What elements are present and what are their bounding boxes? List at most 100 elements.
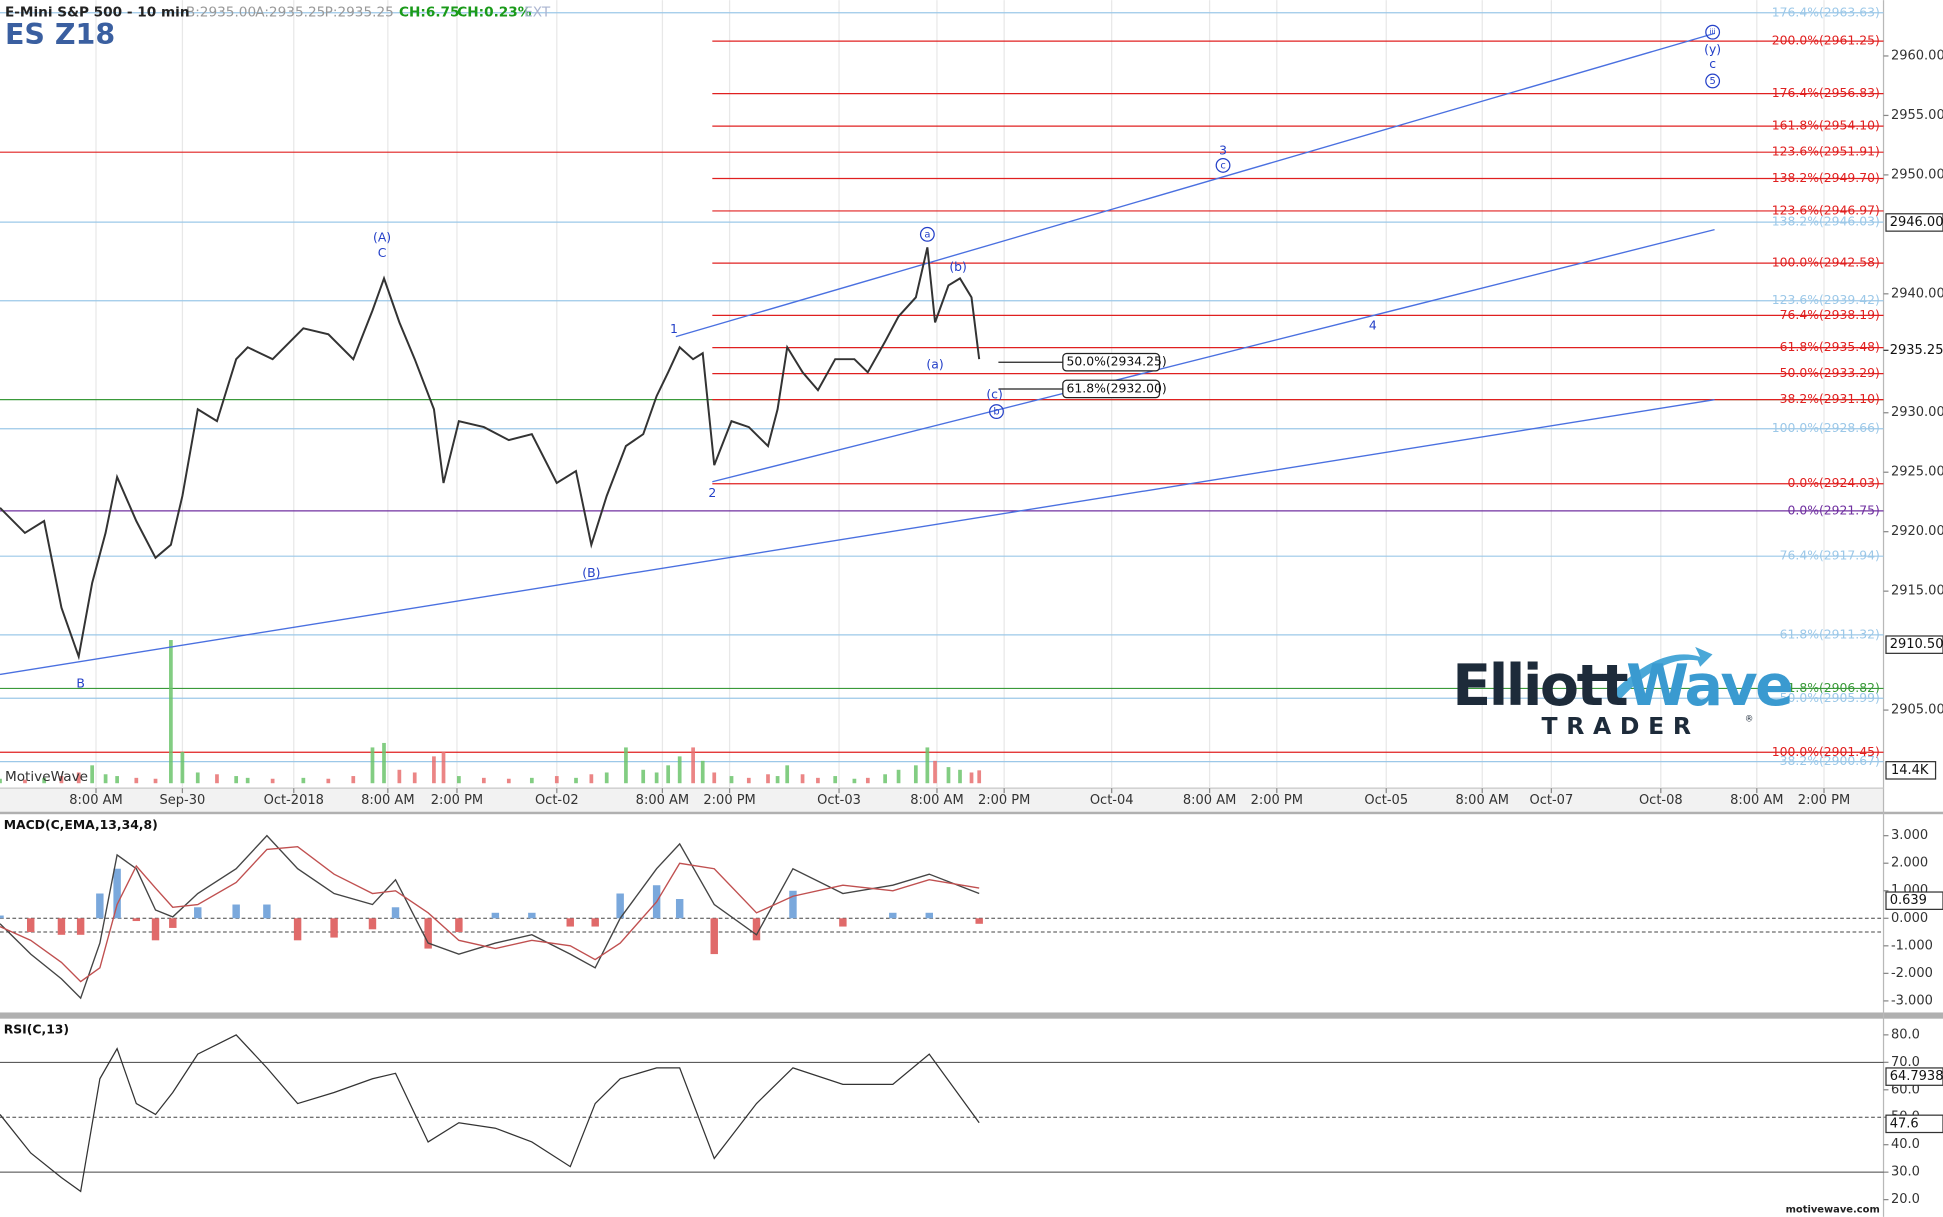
- volume-bar: [589, 774, 594, 784]
- volume-bar: [925, 747, 930, 784]
- wave-label: (A): [373, 229, 391, 244]
- histogram-bar: [616, 893, 624, 919]
- fib-level-label: 61.8%(2911.32): [1780, 626, 1880, 641]
- fib-level-label: 123.6%(2951.91): [1772, 144, 1880, 159]
- wave-label-circle: [1215, 157, 1231, 173]
- volume-bar: [641, 769, 646, 784]
- rsi-line: [0, 1034, 980, 1193]
- histogram-bar: [96, 893, 104, 919]
- histogram-bar: [424, 918, 432, 949]
- x-tick-label: Sep-30: [160, 793, 206, 808]
- x-tick-label: 8:00 AM: [1456, 793, 1509, 808]
- fib-level-label: 176.4%(2963.63): [1772, 4, 1880, 19]
- wave-label: (b): [949, 259, 967, 274]
- histogram-bar: [889, 912, 897, 919]
- callout-box: [1062, 379, 1161, 399]
- volume-bar: [865, 777, 870, 784]
- logo-swoosh: [1610, 646, 1713, 702]
- y-tick-label: 0.000: [1891, 911, 1928, 926]
- panel-title: MACD(C,EMA,13,34,8): [4, 817, 158, 832]
- price-tag-label: 2910.50: [1890, 637, 1943, 652]
- logo-word: Wave: [1626, 653, 1791, 719]
- volume-bar: [370, 747, 375, 784]
- volume-bar: [785, 765, 790, 784]
- x-tick-label: Oct-2018: [264, 793, 324, 808]
- y-tick-label: 2955.00: [1891, 108, 1943, 123]
- trendline: [0, 399, 1715, 676]
- macd-line: [0, 834, 980, 1000]
- histogram-bar: [293, 918, 302, 941]
- footer: motivewave.com: [1786, 1204, 1880, 1215]
- fib-level-label: 0.0%(2921.75): [1788, 502, 1880, 517]
- volume-bar: [270, 778, 275, 784]
- wave-label: (c): [986, 386, 1002, 401]
- volume-bar: [103, 774, 108, 784]
- volume-bar: [215, 774, 219, 784]
- histogram-bar: [27, 918, 35, 933]
- volume-bar: [169, 640, 173, 784]
- volume-bar: [958, 769, 962, 784]
- volume-bar: [506, 778, 511, 784]
- wave-label-circle: [1705, 24, 1721, 40]
- histogram-bar: [151, 918, 160, 941]
- volume-bar: [0, 778, 2, 784]
- y-tick-label: 80.0: [1891, 1027, 1920, 1042]
- histogram-bar: [232, 904, 240, 919]
- quote-item: EXT: [524, 4, 551, 20]
- y-tick-label: 2950.00: [1891, 167, 1943, 182]
- quote-item: P:2935.25: [325, 4, 394, 20]
- wave-label: (a): [926, 357, 943, 372]
- x-tick-label: 8:00 AM: [361, 793, 414, 808]
- wave-label: C: [378, 245, 387, 260]
- fib-level-label: 100.0%(2942.58): [1772, 255, 1880, 270]
- wave-label: (B): [582, 565, 600, 580]
- x-tick-label: Oct-05: [1364, 793, 1408, 808]
- volume-bar: [913, 765, 918, 784]
- volume-bar: [833, 776, 838, 784]
- wave-label: 5: [1709, 76, 1715, 87]
- volume-bar: [234, 776, 239, 784]
- volume-bar: [654, 772, 659, 784]
- wave-label: a: [924, 229, 930, 240]
- price-tag-box: [1885, 1067, 1943, 1086]
- callout-label: 50.0%(2934.25): [1067, 354, 1167, 369]
- fib-level-label: 100.0%(2928.66): [1772, 420, 1880, 435]
- x-tick-label: Oct-02: [535, 793, 579, 808]
- fib-level-label: 200.0%(2961.25): [1772, 33, 1880, 48]
- wave-label: B: [76, 675, 85, 690]
- fib-level-label: 76.4%(2938.19): [1780, 307, 1880, 322]
- y-tick-label: 2920.00: [1891, 524, 1943, 539]
- volume-bar: [624, 747, 628, 784]
- y-tick-label: 20.0: [1891, 1192, 1920, 1207]
- histogram-bar: [57, 918, 66, 935]
- x-tick-label: 8:00 AM: [910, 793, 963, 808]
- volume-bar: [180, 751, 185, 784]
- volume-bar: [59, 776, 64, 784]
- price-line: [0, 247, 981, 661]
- volume-bar: [604, 772, 609, 784]
- volume-bar: [412, 772, 417, 784]
- chart-title: E-Mini S&P 500 - 10 min: [5, 4, 190, 20]
- price-tag-label: 2935.25: [1890, 343, 1943, 358]
- volume-bar: [896, 769, 901, 784]
- wave-label: 4: [1369, 317, 1377, 332]
- panel-title: RSI(C,13): [4, 1021, 69, 1036]
- x-tick-label: 8:00 AM: [636, 793, 689, 808]
- logo-mark: ®: [1745, 714, 1754, 724]
- x-tick-label: 8:00 AM: [1730, 793, 1783, 808]
- volume-bar: [574, 777, 578, 784]
- x-tick-label: Oct-04: [1090, 793, 1134, 808]
- histogram-bar: [839, 918, 847, 927]
- histogram-bar: [710, 918, 718, 955]
- y-tick-label: 70.0: [1891, 1055, 1920, 1070]
- histogram-bar: [76, 918, 85, 935]
- volume-tag-label: 14.4K: [1891, 763, 1929, 778]
- wave-label: c: [1709, 56, 1716, 71]
- fib-level-label: 76.4%(2917.94): [1780, 548, 1880, 563]
- callout-label: 61.8%(2932.00): [1067, 380, 1167, 395]
- x-tick-label: 8:00 AM: [1183, 793, 1236, 808]
- logo-subtitle: TRADER: [1542, 712, 1700, 740]
- volume-bar: [746, 777, 751, 784]
- histogram-bar: [169, 918, 177, 928]
